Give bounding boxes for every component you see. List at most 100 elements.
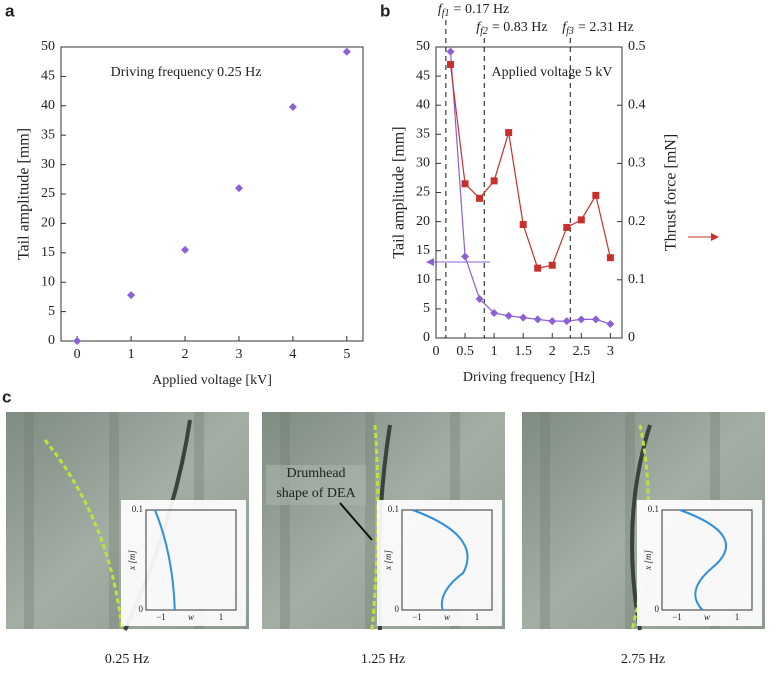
- plot-frame: [60, 46, 364, 342]
- y-tick-label: 40: [416, 97, 430, 112]
- y-tick-label: 35: [416, 127, 430, 142]
- point: [446, 47, 455, 56]
- x-tick-label: 1.5: [514, 344, 532, 359]
- y-tick-label: 15: [41, 245, 55, 260]
- point: [606, 254, 614, 262]
- y2-tick-label: 0.2: [628, 214, 646, 229]
- point: [577, 315, 586, 324]
- annotation: Applied voltage 5 kV: [492, 65, 613, 80]
- point: [519, 221, 527, 229]
- inset-ytick: 0.1: [388, 504, 399, 514]
- point: [606, 320, 615, 329]
- y2-tick-label: 0: [628, 330, 635, 345]
- y-tick-label: 25: [41, 186, 55, 201]
- x-tick-label: 2: [549, 344, 556, 359]
- panel-label: c: [2, 387, 11, 406]
- point: [476, 194, 484, 202]
- photo-caption: 1.25 Hz: [361, 652, 405, 667]
- point: [490, 308, 499, 317]
- inset-xtick: 1: [735, 612, 740, 622]
- x-tick-label: 1: [491, 344, 498, 359]
- point: [181, 245, 190, 254]
- inset-ytick: 0: [655, 604, 660, 614]
- x-tick-label: 4: [289, 347, 296, 362]
- point: [591, 315, 600, 324]
- y2-tick-label: 0.3: [628, 156, 646, 171]
- point: [475, 295, 484, 304]
- reference-label: ff2 = 0.83 Hz: [476, 20, 547, 37]
- fin: [630, 424, 652, 631]
- x-tick-label: 0: [74, 347, 81, 362]
- annotation-bg: [266, 465, 366, 505]
- annotation-arrow: [339, 502, 373, 541]
- series-line: [449, 64, 611, 269]
- photo-caption: 0.25 Hz: [105, 652, 149, 667]
- point: [577, 216, 585, 224]
- ref-text: = 0.17 Hz: [454, 2, 510, 17]
- inset-xlabel: w: [188, 612, 194, 622]
- inset-ytick: 0: [139, 604, 144, 614]
- ref-symbol: f: [438, 2, 444, 17]
- y-axis-label: Tail amplitude [mm]: [16, 128, 33, 260]
- annotation: Drumhead: [286, 466, 345, 481]
- series-line: [449, 51, 611, 325]
- y-tick-label: 20: [41, 216, 55, 231]
- point: [534, 264, 542, 272]
- ref-text: = 0.83 Hz: [492, 20, 548, 35]
- inset-xtick: −1: [672, 612, 682, 622]
- inset: 0.1 0 −1 1 w x [m]: [637, 500, 762, 626]
- photo-stripe: [24, 412, 34, 629]
- photo-stripe: [625, 412, 635, 629]
- panel-label: a: [5, 1, 15, 20]
- y-tick-label: 45: [416, 68, 430, 83]
- x-tick-label: 2: [182, 347, 189, 362]
- y-tick-label: 30: [416, 156, 430, 171]
- x-tick-label: 3: [607, 344, 614, 359]
- y2-axis-label: Thrust force [mN]: [663, 134, 680, 251]
- y-tick-label: 0: [48, 333, 55, 348]
- point: [73, 337, 82, 345]
- point: [447, 60, 455, 68]
- reference-label: ff1 = 0.17 Hz: [438, 2, 509, 19]
- inset-xtick: 1: [475, 612, 480, 622]
- inset: 0.1 0 −1 1 w x [m]: [121, 500, 246, 626]
- x-tick-label: 0: [433, 344, 440, 359]
- point: [490, 177, 498, 185]
- inset-ylabel: x [m]: [127, 550, 137, 571]
- y-tick-label: 50: [41, 39, 55, 54]
- point: [533, 315, 542, 324]
- inset-ylabel: x [m]: [383, 550, 393, 571]
- x-tick-label: 1: [128, 347, 135, 362]
- point: [592, 191, 600, 199]
- y-tick-label: 5: [423, 301, 430, 316]
- inset-curve: [412, 509, 469, 611]
- photo-stripe: [280, 412, 290, 629]
- fin-outline: [43, 439, 124, 631]
- inset-ytick: 0.1: [132, 504, 143, 514]
- panel-label: b: [380, 1, 390, 20]
- point: [127, 291, 136, 300]
- y-tick-label: 20: [416, 214, 430, 229]
- inset-curve: [679, 509, 728, 611]
- y-tick-label: 5: [48, 304, 55, 319]
- inset-xtick: −1: [156, 612, 166, 622]
- point: [342, 47, 351, 56]
- y-tick-label: 10: [416, 272, 430, 287]
- inset-curve: [154, 509, 176, 611]
- inset-xlabel: w: [444, 612, 450, 622]
- ref-symbol: f: [562, 20, 568, 35]
- y2-tick-label: 0.4: [628, 97, 646, 112]
- ref-symbol: f: [476, 20, 482, 35]
- x-tick-label: 5: [343, 347, 350, 362]
- ref-subscript: f3: [566, 26, 574, 37]
- inset-ytick: 0: [395, 604, 400, 614]
- point: [548, 261, 556, 269]
- point: [562, 317, 571, 326]
- photo-stripe: [365, 412, 375, 629]
- inset-bg: [121, 500, 246, 626]
- point: [505, 129, 513, 137]
- y-axis-label: Tail amplitude [mm]: [391, 126, 408, 258]
- inset-xlabel: w: [704, 612, 710, 622]
- annotation: shape of DEA: [276, 486, 356, 501]
- y-tick-label: 45: [41, 69, 55, 84]
